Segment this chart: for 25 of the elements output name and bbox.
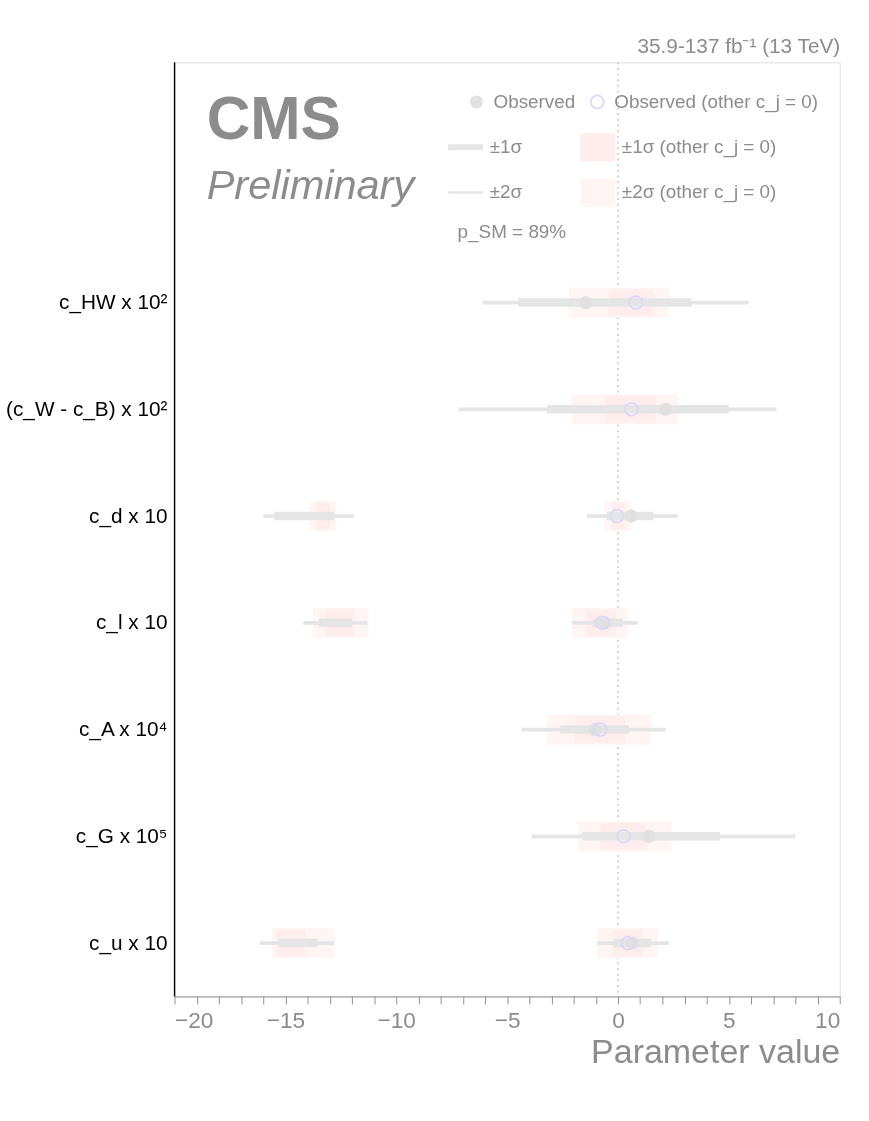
- legend-label: ±1σ (other c_j = 0): [621, 135, 777, 158]
- y-tick-label: c_u x 10: [89, 930, 168, 955]
- x-tick-label: −20: [175, 1008, 214, 1034]
- chart-title: 35.9-137 fb⁻¹ (13 TeV): [637, 33, 841, 57]
- x-tick-label: −15: [266, 1008, 306, 1034]
- y-tick-label: c_l x 10: [95, 610, 168, 635]
- x-tick-label: −10: [377, 1008, 416, 1034]
- y-tick-label: c_d x 10: [89, 503, 168, 528]
- legend-label: ±1σ: [489, 135, 523, 157]
- legend-label: ±2σ (other c_j = 0): [621, 181, 777, 204]
- legend-label: Observed (other c_j = 0): [614, 90, 819, 113]
- x-axis-title: Parameter value: [591, 1031, 841, 1070]
- text: p_SM = 89%: [457, 220, 567, 243]
- x-tick-label: −5: [494, 1008, 521, 1034]
- x-tick-label: 5: [723, 1008, 736, 1034]
- y-tick-label: c_G x 10⁵: [75, 823, 168, 848]
- x-tick-label: 10: [815, 1008, 841, 1034]
- y-tick-label: c_A x 10⁴: [78, 717, 168, 742]
- y-tick-label: (c_W - c_B) x 10²: [6, 396, 168, 421]
- x-tick-label: 0: [612, 1008, 625, 1034]
- legend-label: Observed: [493, 90, 576, 112]
- legend-label: ±2σ: [489, 181, 523, 203]
- text: CMS: [206, 83, 341, 152]
- text: Preliminary: [206, 161, 417, 209]
- y-tick-label: c_HW x 10²: [59, 290, 168, 315]
